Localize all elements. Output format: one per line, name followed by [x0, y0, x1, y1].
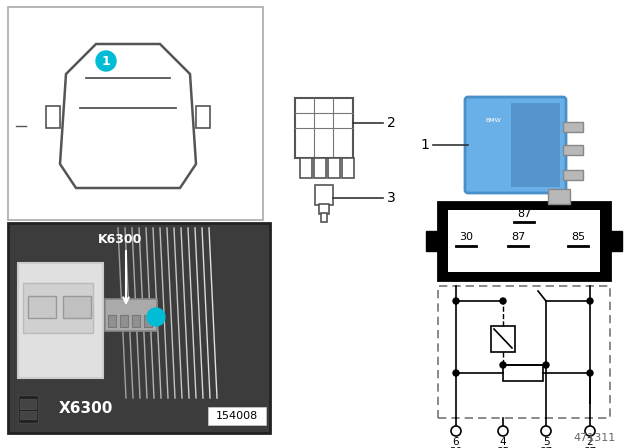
Bar [491, 326, 515, 352]
Bar [120, 315, 128, 327]
Bar [20, 411, 36, 419]
Bar [314, 158, 326, 178]
Text: 1: 1 [152, 310, 160, 323]
Polygon shape [426, 231, 438, 251]
Text: 1: 1 [102, 55, 110, 68]
Circle shape [147, 308, 165, 326]
Text: 6: 6 [452, 437, 460, 447]
Bar [132, 315, 140, 327]
Bar [46, 106, 60, 128]
Bar [105, 299, 157, 331]
Bar [448, 210, 600, 272]
Text: K6300: K6300 [98, 233, 142, 246]
Text: 87: 87 [517, 209, 531, 219]
Circle shape [543, 362, 549, 368]
Bar [438, 202, 610, 280]
Bar [63, 296, 91, 318]
Text: 2: 2 [587, 437, 593, 447]
Text: 87: 87 [584, 447, 596, 448]
Bar [315, 185, 333, 205]
Circle shape [500, 362, 506, 368]
Bar [438, 286, 610, 418]
Bar [18, 263, 103, 378]
Text: X6300: X6300 [59, 401, 113, 415]
Circle shape [587, 370, 593, 376]
Text: 2: 2 [387, 116, 396, 130]
Text: 4: 4 [500, 437, 506, 447]
Text: 30: 30 [459, 232, 473, 242]
Bar [108, 315, 116, 327]
Bar [503, 365, 543, 381]
Text: 154008: 154008 [216, 411, 258, 421]
Text: 85: 85 [497, 447, 509, 448]
Bar [8, 7, 263, 220]
Text: 1: 1 [420, 138, 429, 152]
Bar [319, 204, 329, 214]
Bar [563, 145, 583, 155]
Bar [548, 189, 570, 204]
Text: 87: 87 [511, 232, 525, 242]
Bar [23, 283, 93, 333]
Text: 30: 30 [449, 447, 463, 448]
Bar [20, 399, 36, 409]
Bar [300, 158, 312, 178]
Text: 85: 85 [571, 232, 585, 242]
Bar [208, 407, 266, 425]
Text: 87: 87 [540, 447, 552, 448]
Bar [144, 315, 152, 327]
Circle shape [96, 51, 116, 71]
Circle shape [453, 298, 459, 304]
Bar [563, 122, 583, 132]
Circle shape [541, 426, 551, 436]
Bar [295, 98, 353, 158]
Circle shape [500, 298, 506, 304]
FancyBboxPatch shape [465, 97, 566, 193]
Bar [342, 158, 354, 178]
Bar [18, 395, 38, 423]
Circle shape [453, 370, 459, 376]
Circle shape [585, 426, 595, 436]
Text: 3: 3 [387, 191, 396, 205]
Bar [511, 103, 560, 187]
Circle shape [451, 426, 461, 436]
Bar [563, 170, 583, 180]
Bar [196, 106, 210, 128]
Text: 5: 5 [543, 437, 549, 447]
Bar [321, 213, 327, 222]
Text: 471311: 471311 [574, 433, 616, 443]
Bar [8, 223, 270, 433]
Circle shape [587, 298, 593, 304]
Bar [28, 296, 56, 318]
Polygon shape [610, 231, 622, 251]
Circle shape [498, 426, 508, 436]
Text: BMW: BMW [485, 117, 501, 122]
Bar [328, 158, 340, 178]
